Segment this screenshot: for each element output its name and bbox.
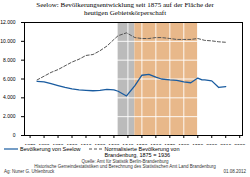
svg-text:1960: 1960 xyxy=(150,143,161,145)
svg-text:1930: 1930 xyxy=(108,143,119,145)
svg-text:2000: 2000 xyxy=(206,143,217,145)
html-text:01.08.2012: 01.08.2012 xyxy=(223,169,246,175)
svg-text:10.000: 10.000 xyxy=(0,38,16,44)
svg-text:1980: 1980 xyxy=(178,143,189,145)
svg-text:2010: 2010 xyxy=(220,143,231,145)
svg-text:12.000: 12.000 xyxy=(0,19,16,25)
html-text:Bevölkerung von Seelow: Bevölkerung von Seelow xyxy=(20,146,81,152)
html-text:Seelow: Bevölkerungsentwicklun: Seelow: Bevölkerungsentwicklung seit 187… xyxy=(36,1,214,17)
svg-text:1920: 1920 xyxy=(94,143,105,145)
svg-text:6.000: 6.000 xyxy=(3,76,16,82)
svg-text:1880: 1880 xyxy=(39,143,50,145)
html-text:Ag: Nuner G. Uhlenbruck: Ag: Nuner G. Uhlenbruck xyxy=(4,169,55,175)
svg-text:2020: 2020 xyxy=(234,143,245,145)
svg-text:1940: 1940 xyxy=(122,143,133,145)
svg-text:4.000: 4.000 xyxy=(3,94,16,100)
svg-text:1970: 1970 xyxy=(164,143,175,145)
svg-text:1890: 1890 xyxy=(52,143,63,145)
html-text:Quelle: Amt für Statistik Berl: Quelle: Amt für Statistik Berlin-Branden… xyxy=(34,159,216,170)
svg-text:8.000: 8.000 xyxy=(3,57,16,63)
svg-text:1990: 1990 xyxy=(192,143,203,145)
svg-text:0: 0 xyxy=(13,132,16,138)
svg-text:1870: 1870 xyxy=(25,143,36,145)
svg-text:1950: 1950 xyxy=(136,143,147,145)
svg-text:1910: 1910 xyxy=(80,143,91,145)
svg-text:2.000: 2.000 xyxy=(3,113,16,119)
svg-text:1900: 1900 xyxy=(66,143,77,145)
html-text:Normalisierte Bevölkerung von: Normalisierte Bevölkerung von Brandenbur… xyxy=(104,146,180,158)
